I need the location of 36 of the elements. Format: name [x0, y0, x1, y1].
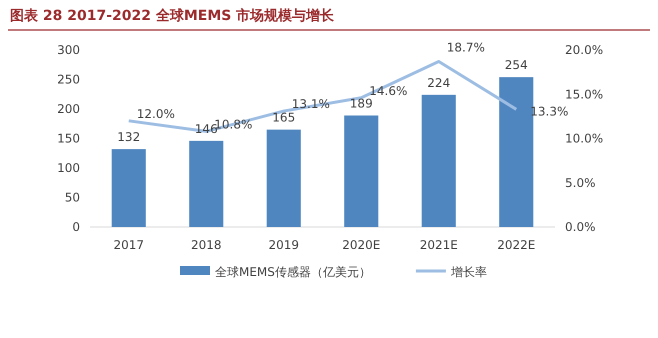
x-tick-label: 2021E	[420, 238, 458, 252]
x-tick-label: 2019	[268, 238, 300, 252]
bar	[189, 140, 224, 227]
y-tick-label: 150	[57, 132, 80, 146]
legend-label: 全球MEMS传感器（亿美元）	[215, 265, 371, 279]
x-tick-label: 2018	[190, 238, 222, 252]
y-tick-label: 200	[57, 102, 80, 116]
data-label: 254	[504, 58, 528, 72]
y2-tick-label: 0.0%	[565, 220, 596, 234]
bar	[266, 130, 301, 227]
data-label: 14.6%	[369, 84, 408, 98]
y-tick-label: 50	[64, 190, 80, 204]
data-label: 132	[117, 130, 140, 144]
x-tick-label: 2017	[113, 238, 144, 252]
data-label: 13.1%	[292, 97, 330, 112]
bar	[112, 149, 146, 227]
data-label: 165	[272, 110, 296, 125]
y2-tick-label: 10.0%	[565, 132, 604, 146]
legend-label: 增长率	[450, 265, 487, 279]
bar	[344, 115, 378, 227]
data-label: 18.7%	[446, 40, 485, 55]
x-tick-label: 2020E	[342, 238, 380, 252]
y2-tick-label: 20.0%	[565, 43, 604, 57]
data-label: 12.0%	[136, 106, 175, 121]
bar	[499, 77, 534, 227]
y-tick-label: 0	[72, 220, 80, 234]
y2-tick-label: 5.0%	[565, 176, 596, 190]
y-tick-label: 250	[57, 72, 80, 86]
y-tick-label: 300	[57, 43, 80, 57]
x-tick-label: 2022E	[497, 238, 536, 252]
data-label: 189	[350, 96, 373, 110]
bar	[422, 94, 456, 227]
y-tick-label: 100	[57, 161, 80, 175]
data-label: 224	[427, 76, 450, 90]
title: 图表 28 2017-2022 全球MEMS 市场规模与增长	[10, 8, 334, 24]
y2-tick-label: 15.0%	[565, 87, 604, 102]
